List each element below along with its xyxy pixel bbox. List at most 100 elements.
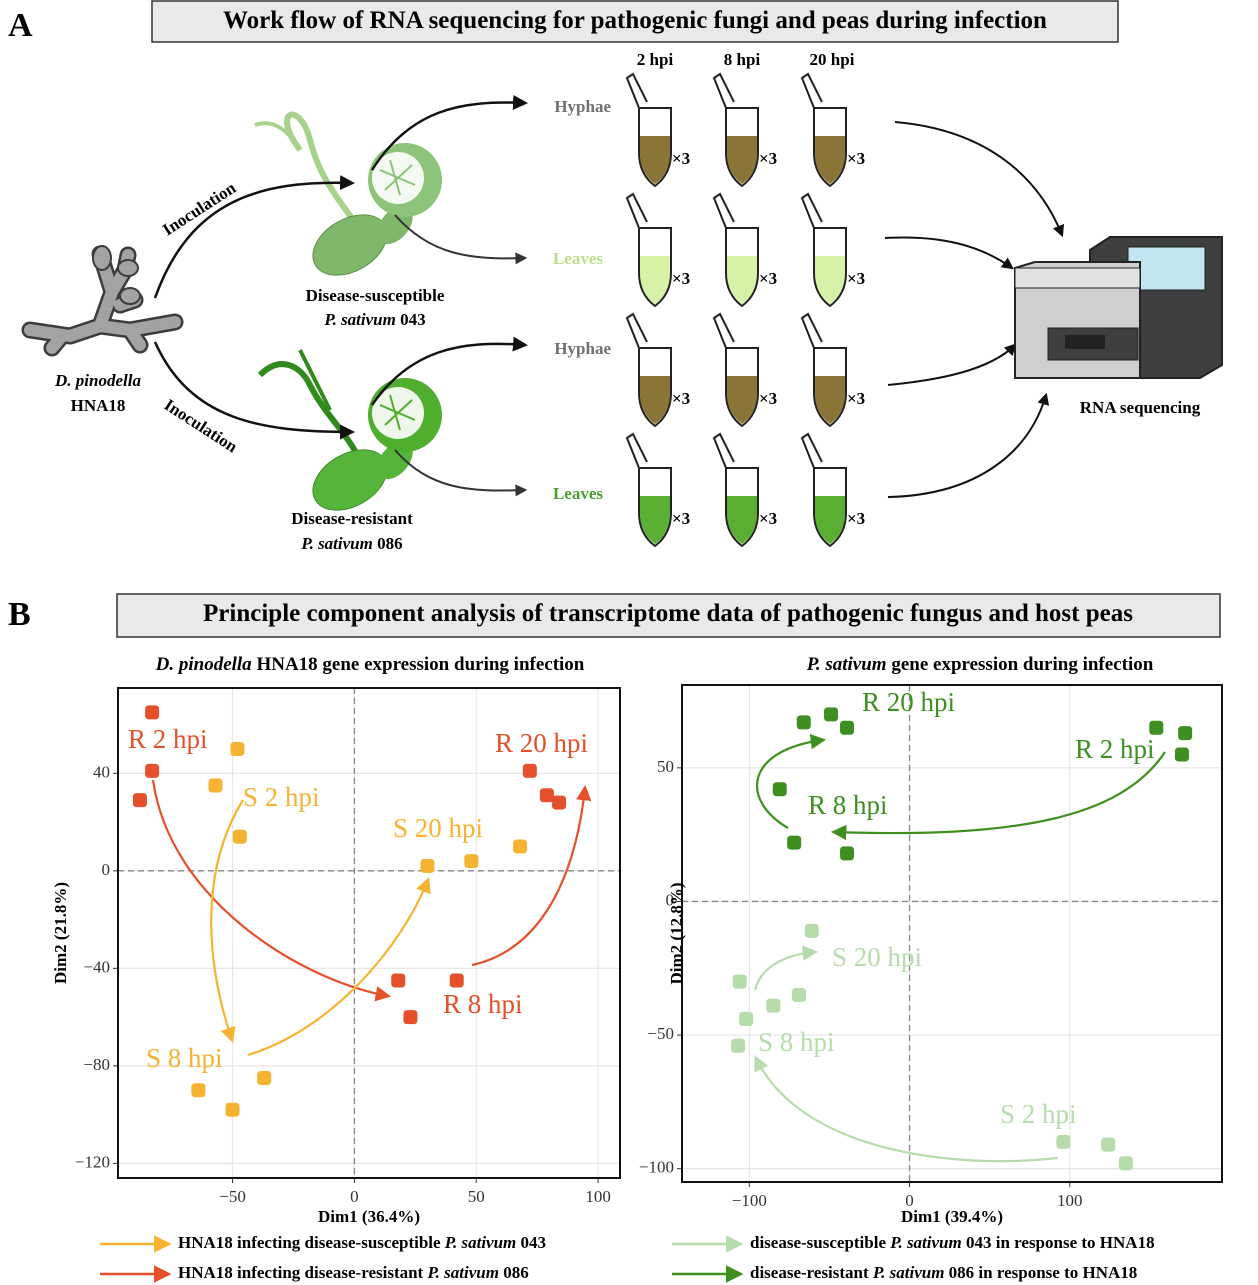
annotation: R 20 hpi <box>495 728 588 758</box>
annotation: S 20 hpi <box>832 942 922 972</box>
sample-label: Hyphae <box>554 339 611 358</box>
annotation: R 2 hpi <box>1075 734 1155 764</box>
tube-lid <box>627 434 647 468</box>
point <box>523 764 537 778</box>
x-tick-label: 50 <box>468 1187 485 1206</box>
output-label: RNA sequencing <box>1080 398 1201 417</box>
panel-title: Principle component analysis of transcri… <box>203 600 1133 627</box>
tube-lid <box>627 314 647 348</box>
tube-content <box>640 256 670 304</box>
tube-content <box>815 496 845 544</box>
tube-lid <box>802 74 822 108</box>
y-axis-label: Dim2 (21.8%) <box>51 882 70 984</box>
y-axis-label: Dim2 (12.8%) <box>667 883 686 985</box>
point <box>257 1071 271 1085</box>
panel-label: B <box>8 596 31 633</box>
point <box>230 742 244 756</box>
point <box>191 1083 205 1097</box>
point <box>403 1010 417 1024</box>
host-label: P. sativum 043 <box>323 310 425 329</box>
tube-lid <box>714 74 734 108</box>
point <box>739 1012 753 1026</box>
point <box>731 1039 745 1053</box>
x-tick-label: 100 <box>585 1187 611 1206</box>
y-tick-label: −120 <box>75 1152 110 1171</box>
sample-label: Leaves <box>553 249 603 268</box>
point <box>805 924 819 938</box>
panel-a: A Work flow of RNA sequencing for pathog… <box>8 1 1222 553</box>
annotation: S 2 hpi <box>243 782 320 812</box>
tube-lid <box>714 434 734 468</box>
chart: D. pinodella HNA18 gene expression durin… <box>51 654 620 1282</box>
point <box>145 705 159 719</box>
host-label: Disease-susceptible <box>306 286 445 305</box>
host-label: P. sativum 086 <box>300 534 402 553</box>
point <box>1178 726 1192 740</box>
tube-lid <box>714 314 734 348</box>
x-tick-label: −50 <box>219 1187 246 1206</box>
tube-content <box>815 256 845 304</box>
chart-title: P. sativum gene expression during infect… <box>806 654 1154 675</box>
tube-content <box>727 136 757 184</box>
point <box>1119 1156 1133 1170</box>
replicate-label: ×3 <box>672 269 690 288</box>
replicate-label: ×3 <box>759 149 777 168</box>
point <box>792 988 806 1002</box>
point <box>464 854 478 868</box>
tube-content <box>640 136 670 184</box>
annotation: R 20 hpi <box>862 687 955 717</box>
x-axis-label: Dim1 (36.4%) <box>318 1207 420 1226</box>
annotation: S 2 hpi <box>1000 1099 1077 1129</box>
tube-content <box>815 376 845 424</box>
tube-lid <box>714 194 734 228</box>
point <box>766 999 780 1013</box>
replicate-label: ×3 <box>847 509 865 528</box>
y-tick-label: −100 <box>639 1158 674 1177</box>
sample-label: Hyphae <box>554 97 611 116</box>
tube-lid <box>627 74 647 108</box>
point <box>133 793 147 807</box>
trajectory-arrow <box>472 788 585 965</box>
point <box>787 836 801 850</box>
y-tick-label: 0 <box>102 860 111 879</box>
y-tick-label: −50 <box>647 1024 674 1043</box>
point <box>1101 1138 1115 1152</box>
panel-label: A <box>8 7 33 44</box>
legend-label: HNA18 infecting disease-resistant P. sat… <box>178 1263 529 1282</box>
trajectory-arrow <box>248 880 428 1055</box>
fungus-icon <box>30 246 175 348</box>
tube-lid <box>802 194 822 228</box>
replicate-label: ×3 <box>672 509 690 528</box>
trajectory-arrow <box>153 780 388 996</box>
sequencer-icon <box>1015 237 1222 378</box>
plant-susceptible <box>255 115 442 288</box>
panel-b: B Principle component analysis of transc… <box>8 594 1220 637</box>
tube-content <box>640 376 670 424</box>
point <box>391 974 405 988</box>
tube-content <box>727 256 757 304</box>
tube-content <box>727 376 757 424</box>
timepoint: 2 hpi <box>637 50 674 69</box>
replicate-label: ×3 <box>759 389 777 408</box>
replicate-label: ×3 <box>847 269 865 288</box>
host-label: Disease-resistant <box>291 509 413 528</box>
annotation: R 8 hpi <box>808 790 888 820</box>
tube-lid <box>802 434 822 468</box>
point <box>840 721 854 735</box>
x-tick-label: 100 <box>1057 1191 1083 1210</box>
point <box>733 975 747 989</box>
point <box>233 830 247 844</box>
plot-frame <box>118 688 620 1178</box>
point <box>797 715 811 729</box>
annotation: S 8 hpi <box>758 1027 835 1057</box>
tube-lid <box>802 314 822 348</box>
chart-title: D. pinodella HNA18 gene expression durin… <box>155 654 585 675</box>
figure: A Work flow of RNA sequencing for pathog… <box>0 0 1258 1285</box>
y-tick-label: −80 <box>83 1055 110 1074</box>
legend-label: HNA18 infecting disease-susceptible P. s… <box>178 1233 546 1252</box>
point <box>208 779 222 793</box>
pathogen-name: D. pinodella <box>54 371 141 390</box>
tube-lid <box>627 194 647 228</box>
point <box>1149 721 1163 735</box>
point <box>773 782 787 796</box>
